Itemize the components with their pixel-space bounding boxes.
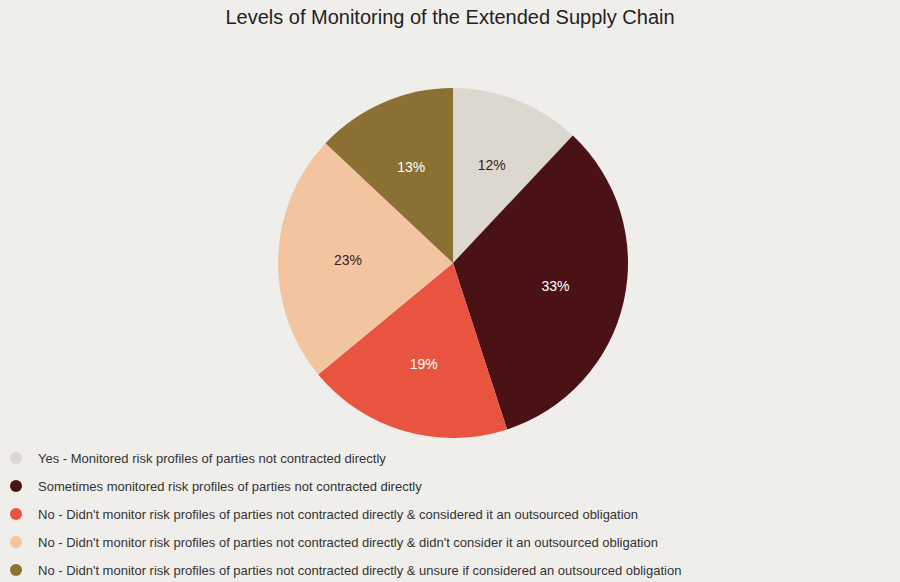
html-text:No - Didn't monitor risk profi: No - Didn't monitor risk profiles of par…: [38, 506, 639, 522]
html-text:Levels of Monitoring of the Ex: Levels of Monitoring of the Extended Sup…: [225, 6, 675, 28]
html-text:Yes - Monitored risk profiles: Yes - Monitored risk profiles of parties…: [38, 450, 386, 466]
html-text:Sometimes monitored risk profi: Sometimes monitored risk profiles of par…: [38, 478, 422, 494]
svg-text:12%: 12%: [478, 157, 506, 173]
html-text:No - Didn't monitor risk profi: No - Didn't monitor risk profiles of par…: [38, 534, 658, 550]
svg-text:13%: 13%: [397, 159, 425, 175]
svg-text:19%: 19%: [410, 356, 438, 372]
svg-text:33%: 33%: [541, 278, 569, 294]
html-text:No - Didn't monitor risk profi: No - Didn't monitor risk profiles of par…: [38, 562, 682, 578]
svg-text:23%: 23%: [334, 252, 362, 268]
